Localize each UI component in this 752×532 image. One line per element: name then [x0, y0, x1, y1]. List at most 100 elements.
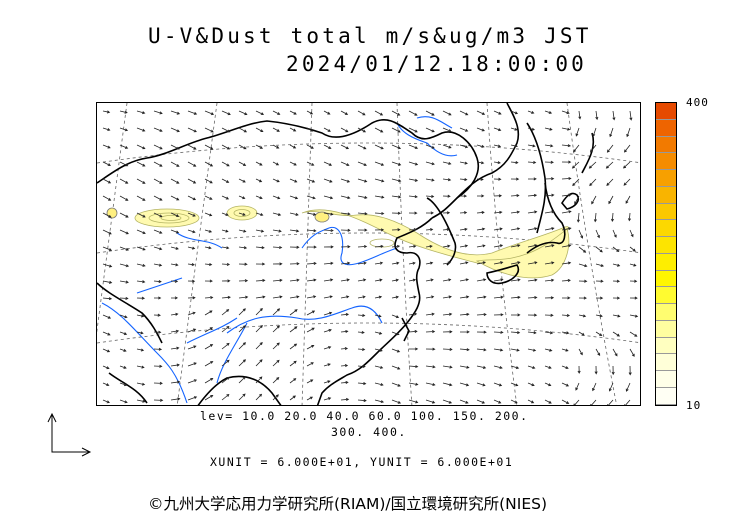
wind-arrow	[476, 177, 484, 181]
wind-arrow	[153, 110, 163, 115]
wind-arrow	[442, 330, 453, 334]
wind-arrow	[493, 227, 503, 231]
wind-arrow	[442, 312, 453, 316]
wind-arrow	[408, 295, 417, 299]
wind-arrow	[442, 399, 453, 404]
wind-arrow	[459, 110, 469, 116]
dust-plume-east	[301, 209, 569, 264]
wind-arrow	[510, 330, 521, 335]
wind-arrow	[255, 295, 266, 299]
wind-arrow	[459, 382, 470, 387]
wind-arrow	[408, 261, 416, 265]
wind-arrow	[425, 110, 435, 116]
wind-arrow	[102, 110, 111, 114]
wind-arrow	[612, 279, 621, 283]
wind-arrow	[255, 376, 263, 384]
wind-arrow	[493, 244, 504, 248]
wind-arrow	[408, 195, 418, 199]
wind-arrow	[629, 348, 635, 357]
wind-arrow	[357, 110, 366, 116]
wind-arrow	[221, 110, 231, 116]
wind-arrow	[391, 244, 401, 248]
wind-arrow	[221, 178, 230, 183]
wind-arrow	[510, 382, 519, 387]
wind-arrow	[425, 278, 434, 282]
wind-arrow	[595, 348, 601, 357]
wind-arrow	[102, 161, 111, 166]
reference-vector-icon	[47, 412, 92, 457]
wind-arrow	[170, 229, 180, 234]
wind-arrow	[590, 399, 597, 405]
wind-arrow	[289, 278, 300, 282]
wind-arrow	[561, 313, 571, 317]
wind-arrow	[575, 382, 580, 391]
wind-arrow	[408, 161, 419, 166]
wind-arrow	[340, 195, 351, 200]
wind-arrow	[561, 261, 572, 265]
wind-arrow	[238, 279, 249, 283]
wind-arrow	[136, 212, 146, 218]
wind-arrow	[544, 296, 555, 300]
wind-arrow	[153, 195, 163, 201]
wind-arrow	[187, 279, 196, 283]
wind-arrow	[340, 261, 351, 265]
wind-arrow	[238, 195, 246, 200]
wind-arrow	[561, 382, 570, 387]
colorbar-step	[656, 388, 676, 405]
wind-arrow	[153, 161, 163, 167]
wind-arrow	[622, 161, 631, 169]
wind-arrow	[391, 211, 402, 215]
wind-arrow	[561, 244, 572, 248]
wind-arrow	[625, 195, 631, 204]
wind-arrow	[204, 296, 214, 300]
wind-arrow	[544, 348, 553, 352]
wind-arrow	[425, 295, 435, 299]
wind-arrow	[527, 365, 536, 369]
wind-arrow	[544, 278, 555, 282]
wind-arrow	[391, 314, 400, 319]
wind-arrow	[289, 343, 298, 350]
colorbar-step	[656, 186, 676, 204]
wind-arrow	[442, 194, 451, 198]
wind-arrow	[510, 295, 521, 299]
wind-arrow	[255, 178, 263, 183]
wind-arrow	[610, 212, 615, 223]
wind-arrow	[204, 262, 213, 266]
wind-arrow	[221, 262, 231, 266]
wind-arrow	[289, 195, 299, 200]
wind-arrow	[136, 399, 146, 403]
wind-arrow	[170, 127, 180, 133]
wind-arrow	[102, 365, 110, 370]
wind-arrow	[493, 210, 503, 214]
wind-arrow	[442, 347, 453, 351]
wind-arrow	[442, 110, 452, 116]
wind-arrow	[493, 330, 504, 334]
wind-arrow	[357, 364, 366, 368]
wind-arrow	[221, 325, 230, 333]
wind-arrow	[204, 377, 214, 384]
wind-arrow	[544, 210, 555, 214]
wind-arrow	[204, 178, 213, 184]
wind-arrow	[606, 144, 614, 153]
wind-arrow	[493, 365, 503, 369]
wind-arrow	[306, 345, 315, 350]
wind-arrow	[442, 244, 451, 248]
wind-arrow	[170, 312, 179, 316]
wind-arrow	[476, 382, 486, 387]
wind-arrow	[527, 331, 537, 335]
wind-arrow	[187, 229, 196, 234]
wind-arrow	[374, 399, 385, 404]
wind-arrow	[408, 382, 419, 386]
wind-arrow	[408, 144, 419, 149]
wind-arrow	[442, 382, 453, 387]
wind-arrow	[374, 278, 383, 282]
wind-arrow	[136, 110, 146, 115]
wind-arrow	[357, 381, 367, 386]
wind-vectors	[102, 110, 639, 405]
wind-arrow	[626, 127, 631, 138]
wind-arrow	[476, 227, 486, 231]
colorbar-step	[656, 287, 676, 305]
wind-arrow	[136, 382, 146, 386]
wind-arrow	[544, 193, 555, 197]
wind-arrow	[391, 278, 400, 282]
